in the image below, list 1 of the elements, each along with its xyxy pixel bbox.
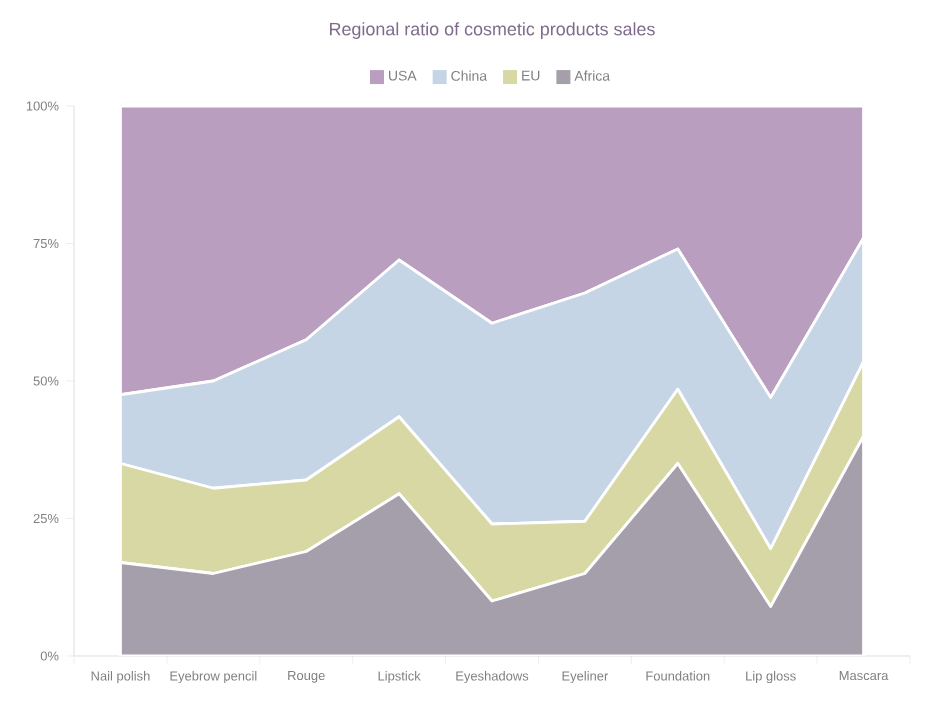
chart-title: Regional ratio of cosmetic products sales [330,22,655,39]
